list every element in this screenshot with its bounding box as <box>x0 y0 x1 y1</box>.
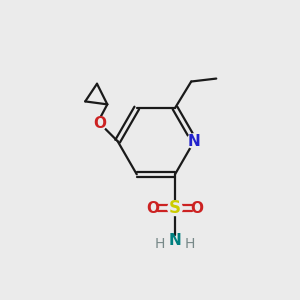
Circle shape <box>94 117 106 130</box>
Circle shape <box>168 201 182 215</box>
Text: O: O <box>146 201 159 216</box>
Text: O: O <box>190 201 204 216</box>
Circle shape <box>187 134 202 148</box>
Text: N: N <box>188 134 200 149</box>
Text: H: H <box>184 236 195 250</box>
Text: O: O <box>93 116 106 131</box>
Text: S: S <box>169 199 181 217</box>
Text: H: H <box>155 236 166 250</box>
Text: N: N <box>169 233 182 248</box>
